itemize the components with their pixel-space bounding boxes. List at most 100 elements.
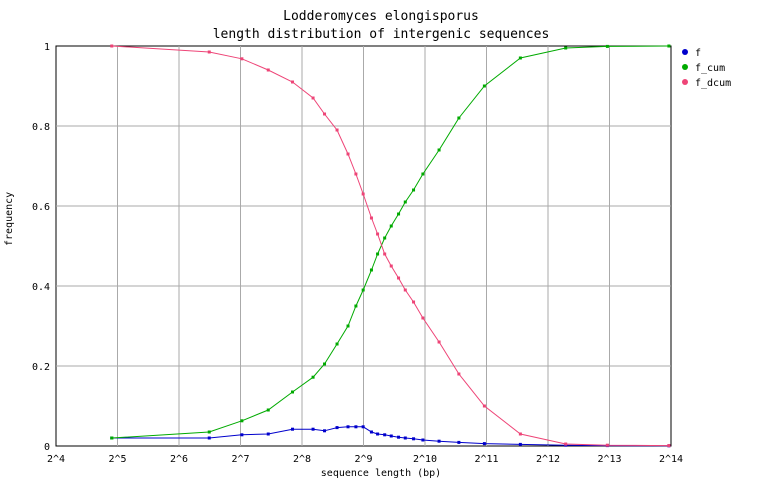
legend-marker-f_cum xyxy=(682,64,688,70)
data-point-f_dcum xyxy=(437,340,441,344)
x-tick-label: 2^5 xyxy=(108,454,126,465)
chart-title: Lodderomyces elongisporus xyxy=(283,9,479,24)
data-point-f_dcum xyxy=(412,300,416,304)
series-line-f_dcum xyxy=(111,45,669,447)
data-point-f_dcum xyxy=(346,152,350,156)
x-tick-label: 2^12 xyxy=(536,454,560,465)
data-point-f xyxy=(207,436,211,440)
series-line-f_cum xyxy=(111,45,669,439)
y-tick-label: 0.2 xyxy=(32,362,50,373)
data-point-f_cum xyxy=(421,172,425,176)
data-point-f_dcum xyxy=(110,44,114,48)
data-point-f xyxy=(457,440,461,444)
data-point-f xyxy=(311,427,315,431)
data-point-f_dcum xyxy=(403,288,407,292)
x-axis-label: sequence length (bp) xyxy=(320,468,442,479)
data-point-f_cum xyxy=(110,436,114,440)
data-point-f_cum xyxy=(323,362,327,366)
data-point-f_cum xyxy=(361,288,365,292)
y-tick-label: 0.8 xyxy=(32,122,50,133)
data-point-f_dcum xyxy=(361,192,365,196)
data-point-f_cum xyxy=(397,212,401,216)
data-point-f_cum xyxy=(437,148,441,152)
data-point-f_cum xyxy=(266,408,270,412)
data-point-f xyxy=(412,437,416,441)
data-point-f_dcum xyxy=(266,68,270,72)
data-point-f xyxy=(346,425,350,429)
data-point-f_dcum xyxy=(383,252,387,256)
data-point-f xyxy=(369,430,373,434)
data-point-f xyxy=(376,432,380,436)
data-point-f_cum xyxy=(482,84,486,88)
data-point-f_dcum xyxy=(564,442,568,446)
data-point-f_dcum xyxy=(240,57,244,61)
data-point-f xyxy=(389,434,393,438)
data-point-f xyxy=(482,442,486,446)
y-tick-label: 1 xyxy=(44,42,50,53)
data-point-f_cum xyxy=(354,304,358,308)
legend-label-f_dcum: f_dcum xyxy=(695,78,731,89)
data-point-f_cum xyxy=(667,44,671,48)
data-point-f_cum xyxy=(290,390,294,394)
data-point-f xyxy=(421,438,425,442)
data-point-f xyxy=(335,426,339,430)
data-point-f xyxy=(266,432,270,436)
data-point-f_dcum xyxy=(457,372,461,376)
data-point-f_dcum xyxy=(207,50,211,54)
data-point-f xyxy=(397,435,401,439)
x-tick-label: 2^14 xyxy=(659,454,683,465)
data-point-f xyxy=(437,439,441,443)
data-point-f_dcum xyxy=(482,404,486,408)
data-point-f_dcum xyxy=(389,264,393,268)
chart-subtitle: length distribution of intergenic sequen… xyxy=(212,27,550,42)
x-tick-label: 2^13 xyxy=(597,454,621,465)
data-point-f_dcum xyxy=(605,443,609,447)
data-point-f_cum xyxy=(383,236,387,240)
x-tick-label: 2^6 xyxy=(170,454,188,465)
data-point-f_cum xyxy=(240,419,244,423)
data-point-f_cum xyxy=(346,324,350,328)
x-tick-label: 2^11 xyxy=(474,454,498,465)
x-tick-label: 2^10 xyxy=(413,454,437,465)
x-tick-label: 2^9 xyxy=(354,454,372,465)
data-point-f_dcum xyxy=(421,316,425,320)
data-point-f_cum xyxy=(335,342,339,346)
data-point-f_cum xyxy=(369,268,373,272)
data-point-f_cum xyxy=(605,44,609,48)
data-point-f_dcum xyxy=(354,172,358,176)
data-point-f_cum xyxy=(311,375,315,379)
data-point-f_dcum xyxy=(290,80,294,84)
data-point-f_cum xyxy=(207,430,211,434)
data-point-f xyxy=(290,427,294,431)
data-point-f_cum xyxy=(564,46,568,50)
data-point-f_cum xyxy=(518,56,522,60)
x-tick-label: 2^7 xyxy=(231,454,249,465)
data-point-f_dcum xyxy=(518,432,522,436)
data-point-f_dcum xyxy=(369,216,373,220)
legend-marker-f xyxy=(682,49,688,55)
data-point-f_cum xyxy=(403,200,407,204)
legend-label-f_cum: f_cum xyxy=(695,63,725,74)
data-point-f xyxy=(354,425,358,429)
data-point-f xyxy=(361,425,365,429)
data-point-f xyxy=(403,436,407,440)
y-tick-label: 0.6 xyxy=(32,202,50,213)
legend-label-f: f xyxy=(695,48,701,59)
y-tick-label: 0.4 xyxy=(32,282,50,293)
data-point-f xyxy=(518,442,522,446)
data-point-f_cum xyxy=(376,252,380,256)
data-point-f xyxy=(323,429,327,433)
data-point-f_dcum xyxy=(667,444,671,448)
legend-marker-f_dcum xyxy=(682,79,688,85)
data-point-f_cum xyxy=(389,224,393,228)
data-point-f_dcum xyxy=(376,232,380,236)
x-tick-label: 2^8 xyxy=(293,454,311,465)
data-point-f_dcum xyxy=(323,112,327,116)
data-point-f xyxy=(240,433,244,437)
data-point-f xyxy=(383,433,387,437)
data-point-f_dcum xyxy=(397,276,401,280)
data-point-f_cum xyxy=(457,116,461,120)
data-point-f_dcum xyxy=(311,96,315,100)
